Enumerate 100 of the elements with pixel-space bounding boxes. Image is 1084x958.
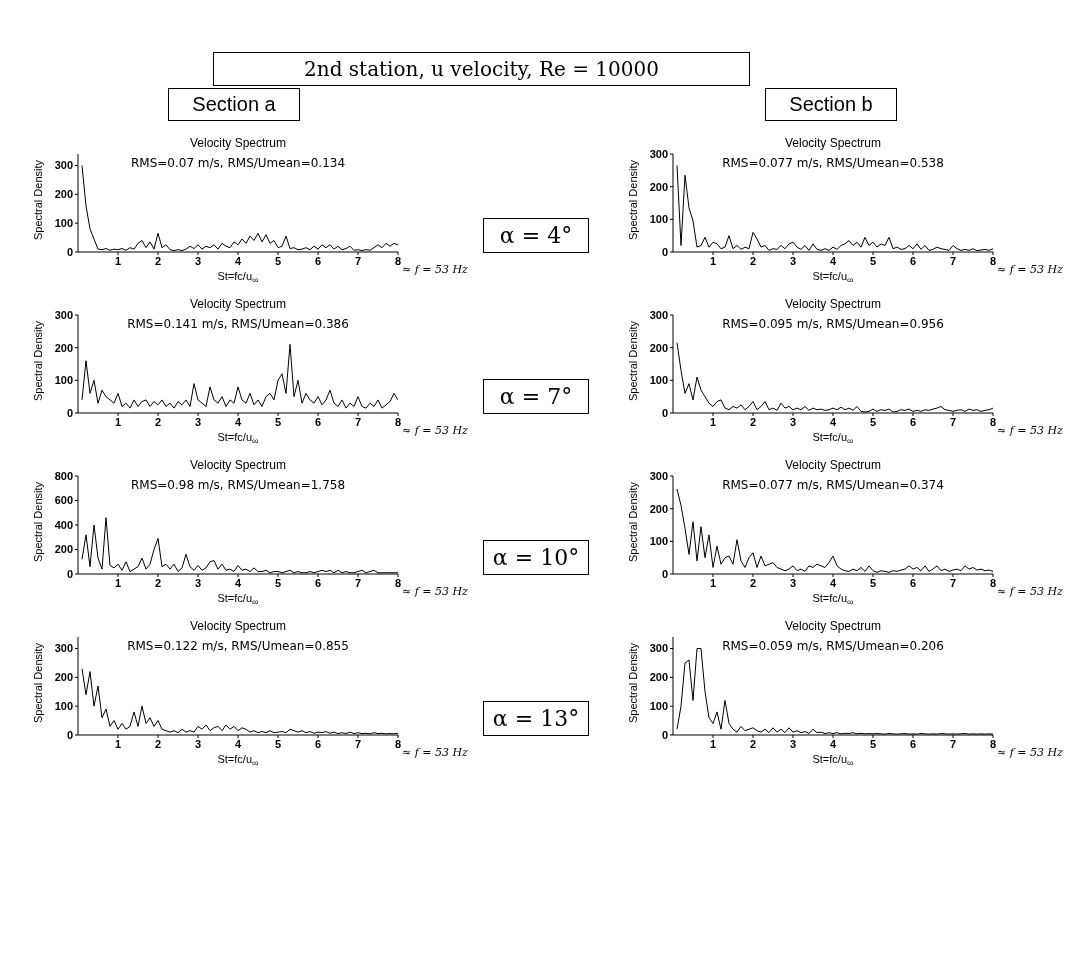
y-axis-title: Spectral Density	[32, 319, 44, 404]
y-tick-label: 400	[54, 518, 73, 531]
x-tick-label: 5	[869, 576, 877, 589]
y-tick-label: 300	[649, 308, 668, 321]
chart-title: Velocity Spectrum	[188, 136, 287, 150]
x-axis-title: St=fc/u$_{∞}$	[216, 270, 260, 286]
annotation: RMS=0.059 m/s, RMS/Umean=0.206	[721, 639, 945, 653]
x-tick-label: 8	[394, 576, 402, 589]
x-tick-label: 1	[114, 576, 122, 589]
x-axis-title: St=fc/u$_{∞}$	[811, 431, 855, 447]
x-tick-label: 7	[354, 415, 362, 428]
x-tick-label: 8	[989, 254, 997, 267]
x-tick-label: 1	[709, 415, 717, 428]
y-tick-label: 300	[649, 147, 668, 160]
y-tick-label: 0	[66, 728, 73, 741]
x-tick-label: 4	[829, 415, 837, 428]
x-tick-label: 8	[989, 737, 997, 750]
chart-title: Velocity Spectrum	[783, 458, 882, 472]
x-tick-label: 7	[949, 415, 957, 428]
y-axis-title: Spectral Density	[627, 319, 639, 404]
line-series	[676, 342, 993, 413]
x-tick-label: 3	[789, 415, 797, 428]
x-tick-label: 1	[709, 737, 717, 750]
x-tick-label: 3	[789, 737, 797, 750]
y-tick-label: 200	[649, 180, 668, 193]
x-tick-label: 5	[869, 737, 877, 750]
text: ≈ f = 53 Hz	[997, 585, 1063, 598]
x-tick-label: 2	[749, 737, 757, 750]
x-tick-label: 1	[114, 737, 122, 750]
y-tick-label: 600	[54, 494, 73, 507]
x-tick-label: 7	[949, 254, 957, 267]
x-tick-label: 8	[394, 254, 402, 267]
annotation: RMS=0.077 m/s, RMS/Umean=0.538	[721, 156, 945, 170]
x-tick-label: 3	[194, 415, 202, 428]
line-series	[81, 343, 398, 409]
text: Section b	[765, 88, 897, 121]
x-tick-label: 2	[154, 737, 162, 750]
annotation: RMS=0.07 m/s, RMS/Umean=0.134	[129, 156, 347, 170]
x-tick-label: 7	[354, 254, 362, 267]
x-tick-label: 6	[909, 254, 917, 267]
y-axis-title: Spectral Density	[627, 480, 639, 565]
x-axis-title: St=fc/u$_{∞}$	[811, 592, 855, 608]
y-tick-label: 0	[661, 567, 668, 580]
x-tick-label: 2	[154, 415, 162, 428]
y-tick-label: 300	[649, 642, 668, 655]
y-axis-title: Spectral Density	[627, 158, 639, 243]
y-tick-label: 300	[54, 642, 73, 655]
y-tick-label: 300	[54, 159, 73, 172]
text: α = 4°	[483, 218, 589, 253]
x-axis-title: St=fc/u$_{∞}$	[811, 270, 855, 286]
x-tick-label: 1	[114, 254, 122, 267]
x-tick-label: 1	[709, 576, 717, 589]
text: ≈ f = 53 Hz	[402, 746, 468, 759]
y-tick-label: 800	[54, 469, 73, 482]
annotation: RMS=0.122 m/s, RMS/Umean=0.855	[126, 639, 350, 653]
x-tick-label: 3	[194, 737, 202, 750]
y-tick-label: 100	[54, 700, 73, 713]
x-tick-label: 6	[909, 576, 917, 589]
x-tick-label: 4	[829, 576, 837, 589]
y-tick-label: 100	[649, 374, 668, 387]
x-tick-label: 5	[869, 415, 877, 428]
text: α = 7°	[483, 379, 589, 414]
text: ≈ f = 53 Hz	[402, 263, 468, 276]
y-tick-label: 300	[54, 308, 73, 321]
x-axis-title: St=fc/u$_{∞}$	[216, 431, 260, 447]
y-tick-label: 300	[649, 469, 668, 482]
y-tick-label: 0	[66, 245, 73, 258]
x-tick-label: 4	[829, 254, 837, 267]
text: ≈ f = 53 Hz	[402, 585, 468, 598]
text: ≈ f = 53 Hz	[997, 263, 1063, 276]
x-tick-label: 4	[829, 737, 837, 750]
x-tick-label: 8	[989, 415, 997, 428]
x-tick-label: 3	[789, 576, 797, 589]
chart-title: Velocity Spectrum	[188, 458, 287, 472]
y-tick-label: 200	[649, 341, 668, 354]
x-tick-label: 6	[909, 415, 917, 428]
y-tick-label: 100	[649, 700, 668, 713]
y-tick-label: 0	[66, 567, 73, 580]
x-axis-title: St=fc/u$_{∞}$	[216, 753, 260, 769]
text: ≈ f = 53 Hz	[997, 424, 1063, 437]
x-tick-label: 4	[234, 415, 242, 428]
x-tick-label: 4	[234, 576, 242, 589]
x-axis-title: St=fc/u$_{∞}$	[216, 592, 260, 608]
x-tick-label: 5	[274, 415, 282, 428]
x-tick-label: 6	[314, 254, 322, 267]
annotation: RMS=0.98 m/s, RMS/Umean=1.758	[129, 478, 347, 492]
x-tick-label: 5	[869, 254, 877, 267]
x-tick-label: 4	[234, 737, 242, 750]
x-tick-label: 7	[354, 576, 362, 589]
x-tick-label: 2	[749, 576, 757, 589]
annotation: RMS=0.077 m/s, RMS/Umean=0.374	[721, 478, 945, 492]
y-tick-label: 100	[54, 217, 73, 230]
chart-title: Velocity Spectrum	[188, 619, 287, 633]
x-axis-title: St=fc/u$_{∞}$	[811, 753, 855, 769]
x-tick-label: 6	[909, 737, 917, 750]
y-tick-label: 200	[649, 502, 668, 515]
y-axis-title: Spectral Density	[32, 158, 44, 243]
y-axis-title: Spectral Density	[627, 641, 639, 726]
x-tick-label: 2	[154, 254, 162, 267]
x-tick-label: 4	[234, 254, 242, 267]
